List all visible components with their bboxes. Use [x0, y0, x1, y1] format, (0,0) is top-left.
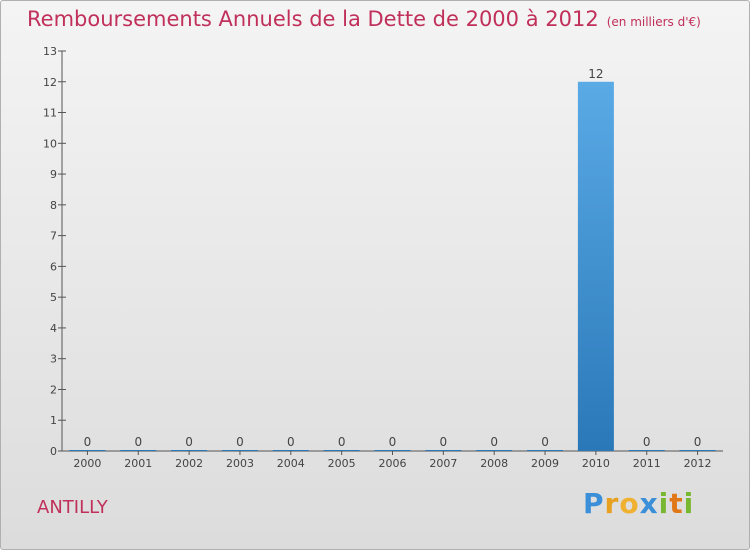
bar [374, 450, 411, 451]
chart-unit-label: (en milliers d'€) [606, 15, 701, 29]
x-tick-label: 2000 [73, 457, 101, 470]
y-tick-label: 5 [50, 291, 57, 304]
bar [679, 450, 716, 451]
bar-value-label: 0 [134, 435, 142, 449]
y-tick-label: 6 [50, 260, 57, 273]
y-tick-label: 3 [50, 353, 57, 366]
logo-letter: o [619, 487, 640, 520]
commune-name: ANTILLY [37, 497, 108, 518]
x-tick-label: 2007 [429, 457, 457, 470]
bar [628, 450, 665, 451]
bar [272, 450, 309, 451]
logo-letter: t [669, 487, 684, 520]
y-tick-label: 10 [43, 137, 57, 150]
y-tick-label: 8 [50, 199, 57, 212]
bar [425, 450, 462, 451]
x-tick-label: 2010 [582, 457, 610, 470]
x-tick-label: 2008 [480, 457, 508, 470]
bar-value-label: 0 [694, 435, 702, 449]
y-tick-label: 7 [50, 230, 57, 243]
bar-value-label: 0 [389, 435, 397, 449]
bar-value-label: 0 [84, 435, 92, 449]
proxiti-logo: Proxiti [583, 487, 694, 520]
bar-value-label: 0 [643, 435, 651, 449]
bar [323, 450, 360, 451]
y-tick-label: 1 [50, 414, 57, 427]
chart-title-text: Remboursements Annuels de la Dette de 20… [27, 7, 599, 31]
bar [171, 450, 208, 451]
x-tick-label: 2003 [226, 457, 254, 470]
y-tick-label: 13 [43, 45, 57, 58]
x-tick-label: 2004 [277, 457, 305, 470]
y-tick-label: 4 [50, 322, 57, 335]
bar-value-label: 0 [490, 435, 498, 449]
y-tick-label: 11 [43, 107, 57, 120]
bar [527, 450, 564, 451]
y-tick-label: 2 [50, 383, 57, 396]
y-tick-label: 12 [43, 76, 57, 89]
x-tick-label: 2006 [379, 457, 407, 470]
bar [476, 450, 513, 451]
x-tick-label: 2001 [124, 457, 152, 470]
bar-value-label: 0 [236, 435, 244, 449]
y-tick-label: 9 [50, 168, 57, 181]
x-tick-label: 2002 [175, 457, 203, 470]
bar-value-label: 0 [287, 435, 295, 449]
x-tick-label: 2005 [328, 457, 356, 470]
bar [69, 450, 106, 451]
logo-letter: i [683, 487, 695, 520]
bar-value-label: 12 [588, 67, 603, 81]
bar [221, 450, 258, 451]
chart-title: Remboursements Annuels de la Dette de 20… [27, 7, 701, 31]
logo-letter: i [658, 487, 670, 520]
bar [577, 81, 614, 452]
bar-value-label: 0 [185, 435, 193, 449]
logo-letter: P [583, 487, 605, 520]
logo-letter: x [639, 487, 659, 520]
x-tick-label: 2009 [531, 457, 559, 470]
bar-value-label: 0 [440, 435, 448, 449]
bar-value-label: 0 [541, 435, 549, 449]
x-tick-label: 2011 [633, 457, 661, 470]
y-tick-label: 0 [50, 445, 57, 458]
bar [120, 450, 157, 451]
bar-value-label: 0 [338, 435, 346, 449]
x-tick-label: 2012 [684, 457, 712, 470]
logo-letter: r [604, 487, 620, 520]
